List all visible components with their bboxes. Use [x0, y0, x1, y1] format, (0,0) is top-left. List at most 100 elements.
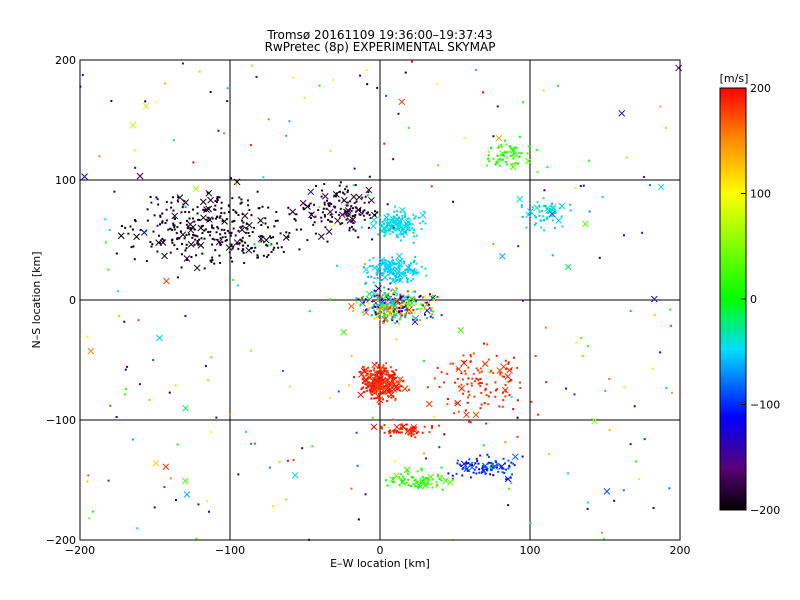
point-west-north-black-45: [257, 235, 265, 243]
point-west-north-black-285: [272, 236, 275, 239]
point-south-red-blob-195: [376, 371, 379, 374]
point-upper-cyan-blob-11: [394, 222, 397, 225]
point-center-mixed-262: [370, 314, 373, 317]
point-east-cyan-patch-41: [569, 203, 572, 206]
point-west-north-black-287: [227, 211, 230, 214]
point-west-north-black-123: [238, 226, 246, 234]
point-east-red-spread-98: [479, 378, 482, 381]
point-scatter-background-169: [85, 335, 88, 338]
point-scatter-background-151: [565, 387, 568, 390]
point-east-red-spread-10: [471, 377, 474, 380]
point-west-north-black-335: [159, 239, 167, 246]
point-mid-cyan-blob-155: [406, 270, 409, 273]
point-upper-cyan-blob-93: [421, 220, 424, 223]
point-west-north-black-70: [129, 225, 132, 228]
point-southeast-blue-band-10: [476, 460, 479, 463]
point-east-cyan-patch-13: [538, 205, 541, 208]
point-south-green-band-47: [420, 467, 423, 470]
point-south-red-blob-231: [369, 390, 372, 393]
point-south-red-blob-117: [369, 391, 372, 394]
point-west-north-black-138: [179, 231, 187, 238]
point-south-green-band-39: [385, 479, 388, 482]
point-center-mixed-225: [428, 293, 431, 296]
point-upper-cyan-blob-133: [407, 217, 410, 220]
point-north-central-dark-3: [346, 201, 349, 204]
point-southeast-blue-band-36: [458, 463, 461, 466]
point-center-mixed-283: [428, 295, 431, 298]
point-upper-cyan-blob-85: [386, 218, 389, 221]
point-west-north-black-272: [115, 252, 118, 255]
point-south-red-blob-192: [372, 378, 375, 381]
point-mid-cyan-blob-69: [413, 269, 416, 272]
point-west-north-black-9: [184, 249, 187, 252]
point-upper-cyan-blob-22: [389, 221, 392, 224]
point-scatter-background-187: [487, 150, 490, 153]
point-upper-cyan-blob-71: [395, 235, 398, 238]
point-mid-cyan-blob-93: [408, 264, 411, 267]
point-west-north-black-133: [199, 198, 207, 206]
point-scatter-background-81: [492, 135, 495, 138]
point-east-red-spread-33: [506, 366, 513, 374]
point-west-north-black-95: [227, 204, 230, 207]
point-south-red-blob-223: [362, 390, 365, 393]
point-south-green-band-14: [398, 475, 401, 478]
point-center-mixed-137: [390, 318, 393, 321]
point-center-mixed-76: [421, 304, 424, 307]
point-east-red-spread-124: [507, 362, 510, 365]
point-east-red-spread-129: [498, 405, 501, 408]
point-south-red-blob-230: [378, 383, 381, 386]
point-southeast-blue-band-35: [479, 454, 482, 457]
point-east-cyan-patch-36: [527, 208, 534, 215]
point-north-central-dark-92: [320, 220, 323, 223]
point-scatter-background-127: [285, 498, 288, 501]
point-southeast-blue-band-93: [490, 464, 493, 467]
point-west-north-black-284: [221, 241, 224, 244]
point-south-red-blob-125: [373, 385, 376, 388]
point-scatter-background-134: [567, 472, 570, 475]
point-scatter-background-118: [320, 216, 323, 219]
point-scatter-background-6: [587, 345, 590, 348]
point-north-central-dark-86: [334, 195, 337, 198]
point-west-north-black-236: [188, 233, 191, 236]
point-mid-cyan-blob-60: [412, 273, 415, 276]
point-north-central-dark-137: [367, 226, 370, 229]
point-west-north-black-268: [224, 239, 227, 242]
point-center-mixed-217: [381, 302, 384, 305]
point-south-red-blob-226: [364, 383, 367, 386]
point-south-green-band-45: [406, 470, 409, 473]
point-west-north-black-213: [206, 216, 213, 223]
point-upper-cyan-blob-149: [412, 231, 415, 234]
point-south-red-blob-97: [385, 373, 388, 376]
point-south-green-band-8: [415, 482, 418, 485]
point-upper-cyan-blob-122: [396, 224, 399, 227]
point-northeast-teal-green-10: [520, 152, 523, 155]
point-center-mixed-293: [408, 299, 416, 307]
point-west-north-black-256: [186, 219, 189, 222]
point-east-cyan-patch-52: [539, 219, 542, 222]
point-east-red-spread-86: [502, 375, 505, 378]
point-upper-cyan-blob-26: [389, 232, 392, 235]
point-east-red-spread-127: [516, 435, 519, 438]
point-east-red-spread-109: [446, 372, 449, 375]
point-scatter-background-49: [153, 506, 156, 509]
point-upper-cyan-blob-146: [412, 235, 415, 238]
point-north-central-dark-55: [313, 221, 316, 224]
point-south-red-blob-45: [370, 382, 373, 385]
point-scatter-background-66: [551, 254, 554, 257]
point-west-north-black-75: [181, 243, 184, 246]
point-mid-cyan-blob-158: [382, 262, 385, 265]
point-upper-cyan-blob-8: [389, 226, 392, 229]
point-south-red-blob-237: [376, 396, 384, 404]
point-south-red-patch-6: [414, 436, 417, 439]
point-west-north-black-127: [262, 236, 270, 244]
point-southeast-blue-band-95: [503, 462, 506, 465]
point-east-red-spread-100: [492, 371, 495, 374]
point-north-central-dark-18: [344, 188, 347, 191]
point-scatter-background-254: [137, 319, 140, 322]
point-north-central-dark-71: [368, 201, 371, 204]
point-center-mixed-17: [395, 287, 398, 290]
point-southeast-blue-band-22: [480, 471, 483, 474]
point-west-north-black-5: [234, 210, 237, 213]
point-west-north-black-30: [241, 225, 244, 228]
point-scatter-background-232: [223, 132, 226, 135]
